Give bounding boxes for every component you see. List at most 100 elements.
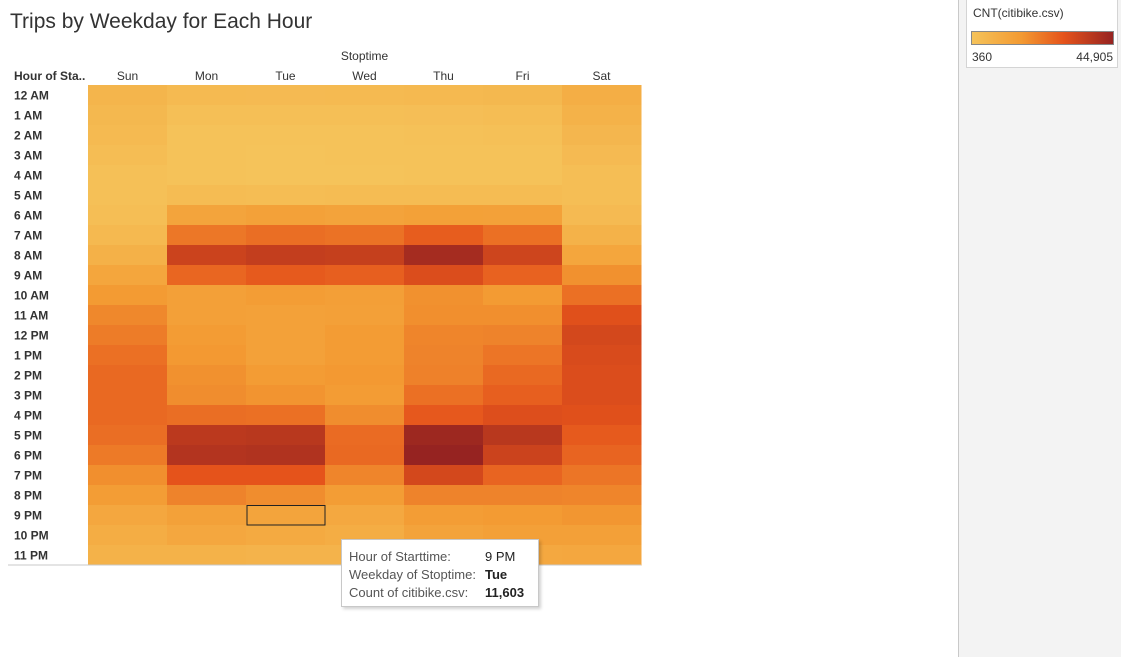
heatmap-cell[interactable] — [325, 325, 405, 346]
heatmap-cell[interactable] — [246, 465, 326, 486]
heatmap-cell[interactable] — [325, 305, 405, 326]
heatmap-cell[interactable] — [483, 325, 563, 346]
heatmap-cell[interactable] — [167, 465, 247, 486]
heatmap-cell[interactable] — [404, 325, 484, 346]
heatmap-cell[interactable] — [167, 105, 247, 126]
heatmap-cell[interactable] — [325, 385, 405, 406]
heatmap-cell[interactable] — [404, 505, 484, 526]
heatmap-cell[interactable] — [246, 305, 326, 326]
heatmap-cell[interactable] — [562, 105, 642, 126]
heatmap-cell[interactable] — [246, 125, 326, 146]
heatmap-cell[interactable] — [246, 525, 326, 546]
heatmap-cell[interactable] — [483, 465, 563, 486]
heatmap-cell[interactable] — [483, 285, 563, 306]
heatmap-cell[interactable] — [325, 405, 405, 426]
heatmap-cell[interactable] — [167, 285, 247, 306]
heatmap-cell[interactable] — [167, 205, 247, 226]
heatmap-cell[interactable] — [246, 545, 326, 566]
heatmap-cell[interactable] — [167, 305, 247, 326]
heatmap-cell[interactable] — [562, 365, 642, 386]
heatmap-cell[interactable] — [404, 345, 484, 366]
heatmap-cell[interactable] — [167, 425, 247, 446]
heatmap-cell[interactable] — [404, 425, 484, 446]
heatmap-cell[interactable] — [562, 265, 642, 286]
heatmap-cell[interactable] — [483, 365, 563, 386]
heatmap-cell[interactable] — [483, 205, 563, 226]
heatmap-cell[interactable] — [562, 325, 642, 346]
heatmap-cell[interactable] — [483, 445, 563, 466]
heatmap-cell[interactable] — [404, 445, 484, 466]
heatmap-cell[interactable] — [246, 225, 326, 246]
heatmap-cell[interactable] — [325, 485, 405, 506]
heatmap-cell[interactable] — [404, 385, 484, 406]
heatmap-cell[interactable] — [167, 165, 247, 186]
heatmap-cell[interactable] — [562, 165, 642, 186]
heatmap-cell[interactable] — [404, 265, 484, 286]
heatmap-cell[interactable] — [562, 145, 642, 166]
heatmap-cell[interactable] — [483, 105, 563, 126]
heatmap-cell[interactable] — [562, 485, 642, 506]
heatmap-cell[interactable] — [167, 225, 247, 246]
heatmap-cell[interactable] — [325, 85, 405, 106]
heatmap-cell[interactable] — [167, 545, 247, 566]
heatmap-cell[interactable] — [562, 185, 642, 206]
heatmap-cell[interactable] — [325, 285, 405, 306]
heatmap-cell[interactable] — [88, 325, 168, 346]
heatmap-cell[interactable] — [325, 205, 405, 226]
heatmap-cell[interactable] — [562, 205, 642, 226]
heatmap-cell[interactable] — [325, 225, 405, 246]
heatmap-cell[interactable] — [167, 525, 247, 546]
heatmap-cell[interactable] — [88, 85, 168, 106]
heatmap-cell[interactable] — [404, 305, 484, 326]
heatmap-cell[interactable] — [404, 465, 484, 486]
heatmap-cell[interactable] — [325, 105, 405, 126]
heatmap-cell[interactable] — [88, 465, 168, 486]
heatmap-cell[interactable] — [404, 285, 484, 306]
heatmap-cell[interactable] — [562, 445, 642, 466]
heatmap-cell[interactable] — [483, 425, 563, 446]
heatmap-cell[interactable] — [483, 505, 563, 526]
heatmap-cell[interactable] — [562, 465, 642, 486]
heatmap-cell[interactable] — [325, 425, 405, 446]
heatmap-cell[interactable] — [88, 145, 168, 166]
heatmap-cell[interactable] — [88, 425, 168, 446]
heatmap-cell[interactable] — [562, 545, 642, 566]
heatmap-cell[interactable] — [483, 85, 563, 106]
heatmap-cell[interactable] — [483, 345, 563, 366]
heatmap-cell[interactable] — [483, 185, 563, 206]
heatmap-cell[interactable] — [325, 345, 405, 366]
heatmap-cell[interactable] — [562, 85, 642, 106]
heatmap-cell[interactable] — [246, 405, 326, 426]
heatmap-cell[interactable] — [88, 225, 168, 246]
heatmap-cell[interactable] — [167, 485, 247, 506]
heatmap-cell[interactable] — [246, 485, 326, 506]
heatmap-cell[interactable] — [562, 505, 642, 526]
heatmap-cell[interactable] — [246, 205, 326, 226]
heatmap-cell[interactable] — [246, 185, 326, 206]
heatmap-cell[interactable] — [246, 365, 326, 386]
heatmap-cell[interactable] — [88, 385, 168, 406]
heatmap-cell[interactable] — [404, 165, 484, 186]
heatmap-cell[interactable] — [562, 305, 642, 326]
heatmap-cell[interactable] — [404, 245, 484, 266]
heatmap-cell[interactable] — [325, 505, 405, 526]
heatmap-cell[interactable] — [404, 85, 484, 106]
heatmap-cell[interactable] — [88, 185, 168, 206]
heatmap-cell[interactable] — [246, 145, 326, 166]
heatmap-cell[interactable] — [325, 445, 405, 466]
heatmap-cell[interactable] — [404, 145, 484, 166]
heatmap-cell[interactable] — [483, 265, 563, 286]
heatmap-cell[interactable] — [483, 385, 563, 406]
heatmap-cell[interactable] — [404, 225, 484, 246]
heatmap-cell[interactable] — [88, 165, 168, 186]
heatmap-cell[interactable] — [167, 405, 247, 426]
heatmap-cell[interactable] — [88, 505, 168, 526]
heatmap-cell[interactable] — [246, 345, 326, 366]
heatmap-cell[interactable] — [404, 185, 484, 206]
heatmap-cell[interactable] — [246, 445, 326, 466]
heatmap-cell[interactable] — [88, 205, 168, 226]
heatmap-cell[interactable] — [88, 305, 168, 326]
heatmap-cell[interactable] — [325, 125, 405, 146]
heatmap-cell[interactable] — [167, 245, 247, 266]
heatmap-cell[interactable] — [88, 365, 168, 386]
